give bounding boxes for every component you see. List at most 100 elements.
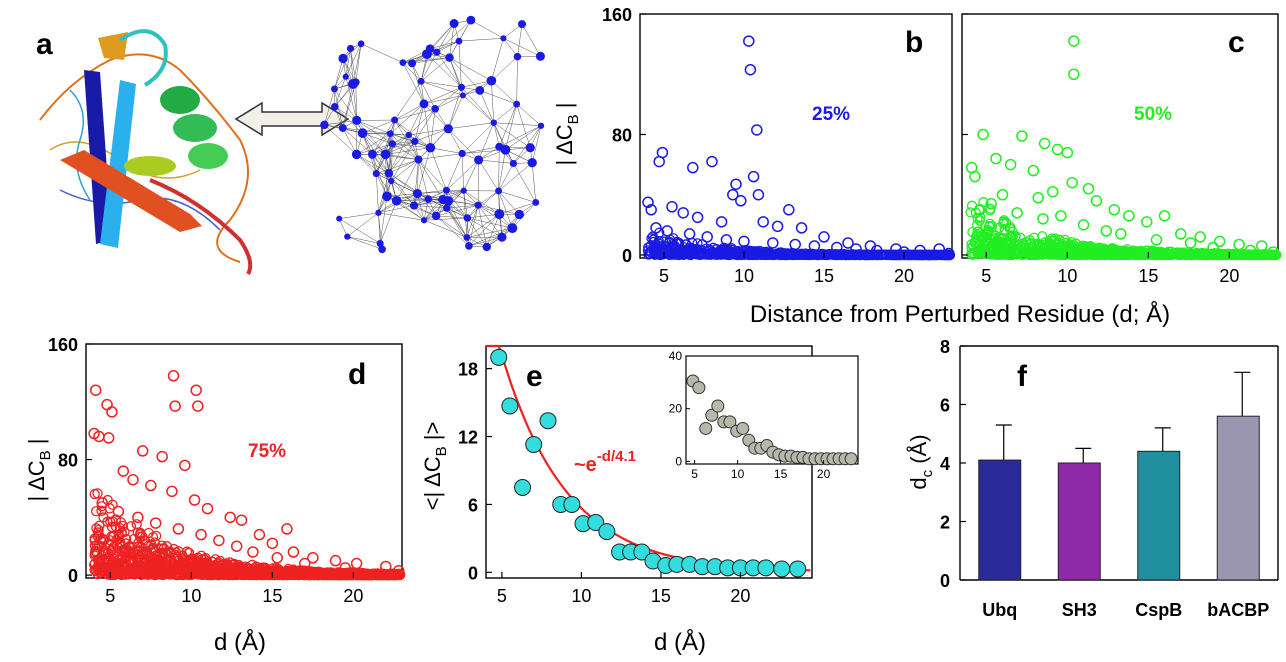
network-node — [424, 195, 433, 203]
network-node — [331, 102, 339, 111]
network-edge — [376, 173, 379, 213]
network-node — [399, 59, 407, 66]
network-edge — [420, 81, 436, 109]
network-edge — [342, 82, 357, 129]
network-edge — [362, 132, 386, 155]
network-edge — [388, 143, 393, 174]
panel-b-data-point — [735, 195, 747, 207]
network-node — [500, 35, 507, 42]
network-edge — [462, 146, 500, 154]
panel-b-data-point — [943, 247, 955, 260]
panel-e-data-point — [789, 560, 807, 578]
panel-d-density-point — [90, 545, 101, 557]
panel-d-data-point — [329, 554, 342, 567]
panel-d-density-point — [128, 533, 140, 545]
panel-e-inset: 5 10 15 20 0 20 40 — [669, 349, 859, 481]
network-edge — [372, 133, 391, 155]
network-edge — [379, 200, 397, 244]
network-edge — [463, 159, 479, 191]
panel-c-density-point — [1048, 235, 1060, 246]
network-node — [527, 158, 537, 168]
panel-d-x-axis-label: d (Å) — [214, 628, 266, 656]
panel-b-y-tick-label: 0 — [622, 246, 632, 266]
panel-b-density-point — [930, 249, 941, 261]
panel-c-density-point — [1055, 245, 1066, 257]
panel-c-data-point — [1115, 228, 1127, 240]
panel-e-inset-y-tick-label: 40 — [669, 349, 683, 363]
network-node — [445, 53, 454, 62]
network-edge — [449, 23, 455, 58]
panel-b-data-point — [738, 235, 750, 248]
network-edge — [436, 52, 462, 88]
network-edge — [449, 57, 492, 81]
panel-d-data-point — [235, 514, 248, 526]
network-node — [443, 124, 453, 134]
panel-d-data-point — [190, 384, 202, 396]
panel-b-data-point — [683, 228, 696, 240]
network-edge — [446, 153, 463, 191]
network-node — [443, 196, 454, 206]
network-edge — [430, 147, 447, 191]
network-edge — [467, 217, 503, 238]
panel-d-data-point — [266, 537, 279, 550]
panel-d-density-point — [227, 569, 238, 580]
panel-d-density-point — [120, 569, 131, 580]
network-node — [463, 234, 471, 241]
panel-c-data-point — [1027, 164, 1040, 177]
panel-d-data-point — [106, 406, 118, 418]
network-edge — [339, 212, 379, 219]
panel-c-data-point — [1175, 228, 1187, 240]
panel-c-density-point — [1047, 233, 1058, 244]
panel-c-density-point — [1191, 248, 1203, 259]
network-edge — [355, 82, 357, 121]
panel-c-data-point — [1140, 216, 1153, 228]
panel-d-data-point — [339, 562, 352, 574]
panel-c-data-point — [1244, 244, 1257, 257]
panel-d-density-point — [132, 544, 143, 555]
network-edge — [423, 103, 449, 129]
network-node — [338, 123, 347, 132]
panel-d-y-tick-label: 80 — [58, 451, 78, 471]
panel-b-data-point — [701, 231, 713, 243]
network-edge — [386, 196, 429, 200]
network-edge — [436, 19, 472, 53]
panel-e-inset-data-point — [736, 421, 750, 435]
panel-c-data-point — [1068, 68, 1080, 80]
panel-e-y-tick-label: 12 — [458, 428, 478, 448]
network-node — [357, 40, 365, 48]
panel-b-data-point — [677, 207, 689, 219]
panel-d-data-point — [167, 370, 180, 382]
panel-e-x-tick-label: 10 — [571, 586, 591, 606]
panel-c-density-point — [1067, 242, 1078, 253]
panel-d-density-point — [219, 558, 230, 569]
panel-b-data-point — [783, 204, 795, 216]
panel-e-inset-data-point — [699, 421, 713, 435]
network-edge — [402, 62, 422, 82]
panel-d-density-point — [131, 519, 142, 530]
network-edge — [391, 159, 419, 182]
panel-d-data-point — [287, 546, 300, 558]
panel-b-y-tick-label: 160 — [602, 5, 632, 25]
network-edge — [390, 103, 425, 134]
panel-d-x-tick-label: 20 — [343, 586, 363, 606]
panel-b-density-point — [700, 249, 712, 260]
network-node — [411, 137, 419, 146]
network-edge — [493, 122, 500, 147]
panel-c-density-point — [1077, 242, 1089, 254]
panel-e-inset-x-tick-label: 10 — [731, 467, 745, 481]
panel-d-y-tick-label: 160 — [48, 335, 78, 355]
network-edge — [390, 133, 431, 149]
network-edge — [491, 80, 517, 105]
panel-e-data-point — [490, 348, 508, 366]
panel-b-data-point — [706, 155, 718, 168]
network-node — [482, 242, 491, 252]
network-node — [351, 149, 362, 160]
network-edge — [467, 217, 513, 229]
panel-c-data-point — [1051, 143, 1064, 156]
panel-b-density-point — [927, 249, 938, 261]
network-node — [382, 191, 392, 202]
network-edge — [394, 119, 415, 142]
network-edge — [467, 190, 499, 219]
network-node — [509, 159, 518, 168]
panel-b-data-point — [850, 243, 862, 255]
